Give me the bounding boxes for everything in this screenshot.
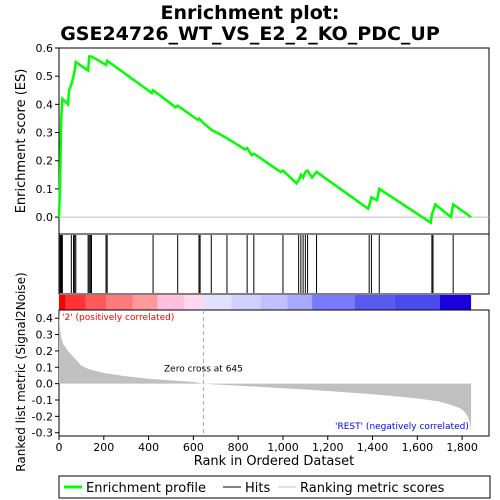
es-y-tick-label: 0.5 <box>36 70 54 83</box>
color-bar-segment <box>439 295 472 310</box>
negative-correlation-label: 'REST' (negatively correlated) <box>335 422 469 432</box>
color-bar-segment <box>287 295 313 310</box>
x-tick-label: 400 <box>138 441 159 454</box>
hits-panel <box>58 233 490 295</box>
rank-y-axis-label: Ranked list metric (Signal2Noise) <box>14 272 28 471</box>
color-bar-segment <box>203 295 232 310</box>
es-y-tick-label: 0.3 <box>36 127 54 140</box>
es-y-tick-label: 0.6 <box>36 42 54 55</box>
x-tick-label: 800 <box>228 441 249 454</box>
rank-y-ticks: -0.3 -0.2 -0.1 0.0 0.1 0.2 0.3 0.4 <box>32 312 59 440</box>
x-ticks: 0 200 400 600 800 1,000 1,200 1,400 1,600 1,800 <box>56 436 478 454</box>
rank-y-tick-label: 0.4 <box>36 312 54 325</box>
hits-marks <box>59 235 454 293</box>
x-tick-label: 0 <box>56 441 63 454</box>
positive-correlation-label: '2' (positively correlated) <box>62 313 174 323</box>
x-tick-label: 600 <box>183 441 204 454</box>
color-bar-segment <box>184 295 204 310</box>
x-axis-label: Rank in Ordered Dataset <box>194 454 355 469</box>
color-bar-segment <box>231 295 261 310</box>
x-tick-label: 1,000 <box>267 441 299 454</box>
color-bar-segment <box>394 295 440 310</box>
color-bar-segment <box>106 295 133 310</box>
chart-title-line-1: Enrichment plot: <box>161 2 340 24</box>
rank-y-tick-label: 0.3 <box>36 329 54 342</box>
rank-y-tick-label: 0.2 <box>36 345 54 358</box>
es-y-ticks: 0.0 0.1 0.2 0.3 0.4 0.5 0.6 <box>36 42 59 224</box>
legend: Enrichment profile Hits Ranking metric sco… <box>64 481 445 496</box>
legend-label: Hits <box>245 481 270 496</box>
x-tick-label: 1,200 <box>312 441 344 454</box>
rank-panel <box>58 309 490 437</box>
es-y-tick-label: 0.1 <box>36 183 54 196</box>
es-panel <box>58 47 490 235</box>
rank-y-tick-label: 0.1 <box>36 361 54 374</box>
rank-y-tick-label: -0.1 <box>32 394 53 407</box>
chart-title-line-2: GSE24726_WT_VS_E2_2_KO_PDC_UP <box>60 23 440 45</box>
es-y-tick-label: 0.0 <box>36 211 54 224</box>
es-y-tick-label: 0.2 <box>36 155 54 168</box>
x-tick-label: 1,400 <box>357 441 389 454</box>
color-bar-segment <box>65 295 86 310</box>
color-bar-segment <box>59 295 66 310</box>
color-bar-segment <box>354 295 395 310</box>
es-y-axis-label: Enrichment score (ES) <box>14 69 29 214</box>
color-bar-segment <box>312 295 355 310</box>
color-bar-segment <box>85 295 107 310</box>
legend-label: Ranking metric scores <box>300 481 445 496</box>
color-bar-segment <box>157 295 185 310</box>
rank-y-tick-label: -0.3 <box>32 427 53 440</box>
x-tick-label: 1,800 <box>446 441 478 454</box>
x-tick-label: 200 <box>93 441 114 454</box>
enrichment-profile-line <box>57 55 472 225</box>
color-bar-segment <box>132 295 158 310</box>
legend-label: Enrichment profile <box>86 481 206 496</box>
es-y-tick-label: 0.4 <box>36 98 54 111</box>
rank-y-tick-label: -0.2 <box>32 410 53 423</box>
x-tick-label: 1,600 <box>402 441 434 454</box>
color-bar-segment <box>260 295 288 310</box>
legend-box <box>58 475 491 499</box>
zero-cross-label: Zero cross at 645 <box>164 364 243 374</box>
rank-y-tick-label: 0.0 <box>36 378 54 391</box>
ranking-color-bar <box>59 295 472 310</box>
